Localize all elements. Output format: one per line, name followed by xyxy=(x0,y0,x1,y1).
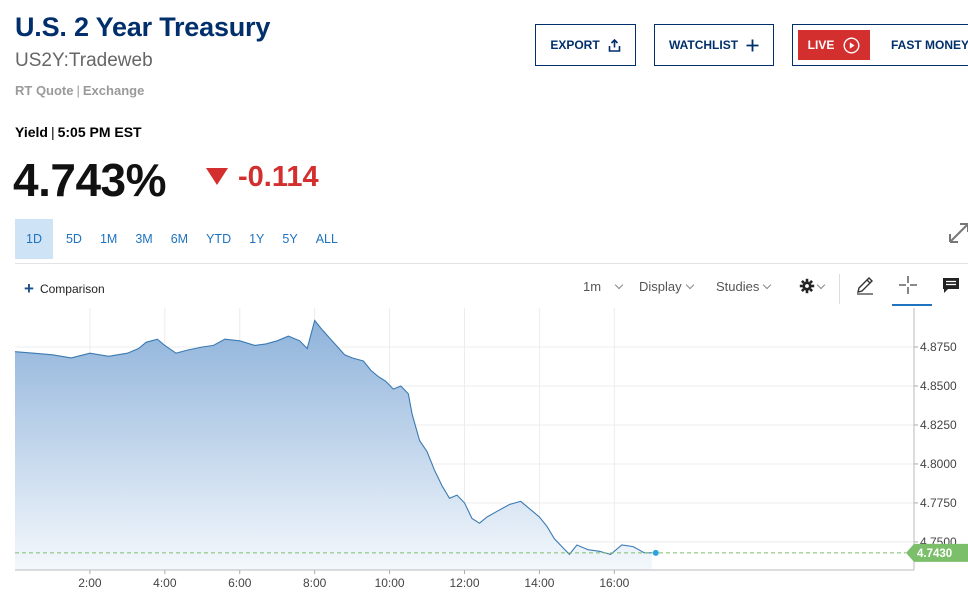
comment-icon[interactable] xyxy=(942,277,960,294)
plus-icon: + xyxy=(24,279,34,298)
last-price-label: 4.7430 xyxy=(917,548,952,560)
quote-source: RT Quote | Exchange xyxy=(15,83,145,98)
x-tick-label: 10:00 xyxy=(375,576,405,590)
studies-label: Studies xyxy=(716,279,760,294)
export-label: EXPORT xyxy=(550,38,600,52)
last-price-dot xyxy=(652,549,659,556)
active-tool-indicator xyxy=(892,304,932,306)
watchlist-label: WATCHLIST xyxy=(668,38,739,52)
comparison-label: Comparison xyxy=(39,282,105,296)
x-tick-label: 6:00 xyxy=(228,576,252,590)
range-ytd[interactable]: YTD xyxy=(206,232,232,246)
display-label: Display xyxy=(639,279,682,294)
time-range-selector: 1D 5D 1M 3M 6M YTD 1Y 5Y ALL xyxy=(15,219,347,259)
comparison-button[interactable]: + Comparison xyxy=(24,279,105,298)
chevron-down-icon xyxy=(614,280,624,290)
yield-line xyxy=(14,319,652,556)
y-tick-label: 4.8000 xyxy=(920,457,957,471)
expand-icon[interactable] xyxy=(949,219,968,245)
y-tick-label: 4.8750 xyxy=(920,340,957,354)
chart-axes: 4.87504.85004.82504.80004.77504.75002:00… xyxy=(15,308,957,590)
toolbar-separator xyxy=(839,274,840,304)
watchlist-button[interactable]: WATCHLIST xyxy=(654,24,774,66)
x-tick-label: 14:00 xyxy=(524,576,554,590)
plus-icon xyxy=(746,39,759,51)
yield-label: Yield xyxy=(15,124,48,140)
x-tick-label: 12:00 xyxy=(449,576,479,590)
settings-dropdown[interactable] xyxy=(799,278,826,294)
range-all[interactable]: ALL xyxy=(315,232,338,246)
y-tick-label: 4.7750 xyxy=(920,496,957,510)
pencil-icon[interactable] xyxy=(855,275,875,295)
range-6m[interactable]: 6M xyxy=(170,232,189,246)
x-tick-label: 16:00 xyxy=(599,576,629,590)
x-tick-label: 4:00 xyxy=(153,576,177,590)
live-tv-button[interactable]: LIVE FAST MONEY xyxy=(792,24,968,66)
interval-label: 1m xyxy=(583,279,602,294)
range-5d[interactable]: 5D xyxy=(65,232,82,246)
x-tick-label: 8:00 xyxy=(303,576,327,590)
play-circle-icon xyxy=(843,36,860,54)
crosshair-icon[interactable] xyxy=(898,275,918,295)
studies-dropdown[interactable]: Studies xyxy=(716,279,772,294)
quote-exchange: Exchange xyxy=(82,83,145,98)
range-1d[interactable]: 1D xyxy=(15,219,53,259)
range-1y[interactable]: 1Y xyxy=(249,232,265,246)
symbol-label: US2Y:Tradeweb xyxy=(15,50,153,71)
chevron-down-icon xyxy=(816,280,826,289)
quote-type: RT Quote xyxy=(15,83,74,98)
display-dropdown[interactable]: Display xyxy=(639,279,694,294)
share-icon xyxy=(608,38,620,52)
price-change: -0.114 xyxy=(238,161,319,193)
y-tick-label: 4.8500 xyxy=(920,379,957,393)
range-3m[interactable]: 3M xyxy=(135,232,153,246)
export-button[interactable]: EXPORT xyxy=(535,24,636,66)
down-arrow-icon xyxy=(206,168,228,185)
quote-time: 5:05 PM EST xyxy=(57,124,142,140)
toolbar-divider xyxy=(15,263,968,264)
yield-area xyxy=(15,320,652,570)
live-show-name: FAST MONEY xyxy=(891,38,968,52)
last-price-tag: 4.7430 xyxy=(906,543,968,562)
chevron-down-icon xyxy=(685,280,694,290)
quote-label: Yield | 5:05 PM EST xyxy=(15,124,142,140)
yield-chart[interactable]: 4.87504.85004.82504.80004.77504.75002:00… xyxy=(0,308,968,595)
y-tick-label: 4.8250 xyxy=(920,418,957,432)
page-title: U.S. 2 Year Treasury xyxy=(15,12,271,42)
range-5y[interactable]: 5Y xyxy=(282,232,298,246)
last-price: 4.743% xyxy=(13,154,167,206)
live-label: LIVE xyxy=(807,38,835,52)
chevron-down-icon xyxy=(763,280,772,290)
live-badge: LIVE xyxy=(798,30,870,60)
range-1m[interactable]: 1M xyxy=(99,232,118,246)
x-tick-label: 2:00 xyxy=(78,576,102,590)
gear-icon xyxy=(799,278,815,294)
interval-dropdown[interactable]: 1m xyxy=(583,279,624,294)
